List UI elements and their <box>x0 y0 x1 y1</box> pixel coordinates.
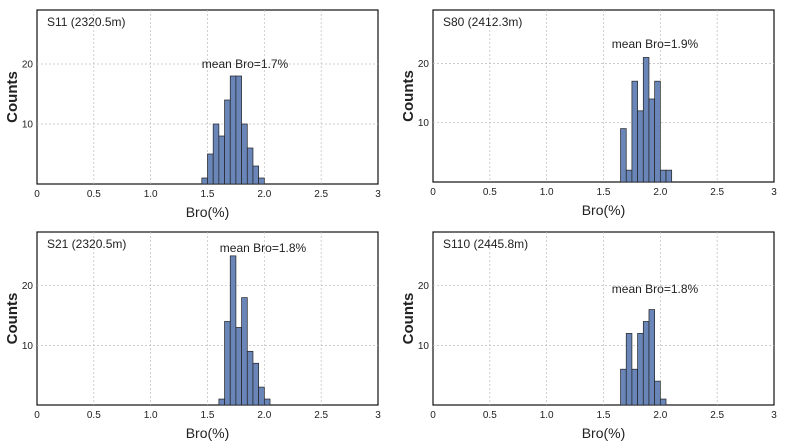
histogram-panel-4: 10 20 0 0.5 1.0 1.5 2.0 2.5 3 Bro(%) Counts S110 (2… <box>400 231 777 441</box>
histogram-bar <box>665 169 673 183</box>
x-tick-label: 0.5 <box>87 189 101 200</box>
x-tick-label: 1.0 <box>540 410 554 421</box>
histogram-bar <box>218 398 225 406</box>
histogram-bar <box>218 135 225 185</box>
histogram-bar <box>258 177 265 185</box>
x-tick-label: 1.5 <box>597 187 611 198</box>
x-tick-label: 2.0 <box>653 410 667 421</box>
y-tick-label: 10 <box>22 341 34 352</box>
x-tick-label: 0 <box>34 410 40 421</box>
x-tick-label: 0 <box>34 189 40 200</box>
x-tick-label: 1.0 <box>144 410 158 421</box>
histogram-panel-1: 10 20 0 0.5 1.0 1.5 2.0 2.5 3 Bro(%) Counts S11 (23… <box>4 9 381 220</box>
x-tick-label: 2.5 <box>710 410 724 421</box>
x-tick-label: 2.0 <box>257 189 271 200</box>
histogram-bar <box>241 297 248 406</box>
y-axis-label: Counts <box>400 70 417 122</box>
y-axis-label: Counts <box>400 293 417 345</box>
histogram-bar <box>212 123 220 185</box>
x-tick-label: 1.5 <box>201 189 215 200</box>
histogram-bar <box>263 398 271 406</box>
histogram-bar <box>631 80 638 183</box>
mean-annotation: mean Bro=1.9% <box>612 37 699 51</box>
histogram-bar <box>637 110 644 183</box>
histogram-bar <box>654 80 661 183</box>
histogram-bar <box>642 321 650 406</box>
histogram-bar <box>258 386 265 406</box>
x-axis-label: Bro(%) <box>582 425 626 441</box>
histogram-bar <box>631 368 638 406</box>
x-tick-label: 0.5 <box>483 410 497 421</box>
histogram-panel-3: 10 20 0 0.5 1.0 1.5 2.0 2.5 3 Bro(%) Counts S21 (23… <box>4 231 381 441</box>
x-tick-label: 3 <box>771 410 777 421</box>
y-tick-label: 20 <box>418 281 430 292</box>
histogram-bar <box>659 169 667 183</box>
histogram-bar <box>252 362 259 406</box>
x-tick-label: 3 <box>771 187 777 198</box>
x-tick-label: 2.5 <box>710 187 724 198</box>
histogram-bar <box>648 98 656 183</box>
histogram-bar <box>637 333 644 406</box>
histogram-bar <box>246 350 254 406</box>
histogram-bar <box>654 380 661 406</box>
panel-title: S110 (2445.8m) <box>443 237 528 251</box>
histogram-bar <box>229 255 237 406</box>
histogram-bar <box>625 169 633 183</box>
histogram-bar <box>659 398 667 406</box>
histogram-bar <box>229 75 237 185</box>
histogram-bar <box>620 368 627 406</box>
x-tick-label: 1.5 <box>201 410 215 421</box>
histogram-bar <box>625 333 633 406</box>
x-tick-label: 1.0 <box>540 187 554 198</box>
x-tick-label: 2.0 <box>653 187 667 198</box>
histogram-bar <box>235 327 242 406</box>
mean-annotation: mean Bro=1.8% <box>220 241 307 255</box>
x-tick-label: 3 <box>375 189 381 200</box>
y-tick-label: 10 <box>22 120 34 131</box>
x-tick-label: 1.5 <box>597 410 611 421</box>
x-axis-label: Bro(%) <box>582 202 626 218</box>
panel-title: S80 (2412.3m) <box>443 15 522 29</box>
x-tick-label: 2.5 <box>314 189 328 200</box>
x-tick-label: 0 <box>430 187 436 198</box>
y-tick-label: 20 <box>22 281 34 292</box>
histogram-bar <box>224 321 231 406</box>
mean-annotation: mean Bro=1.7% <box>202 57 289 71</box>
histogram-bar <box>252 165 259 185</box>
histogram-bar <box>648 309 656 406</box>
panel-title: S11 (2320.5m) <box>47 15 126 29</box>
x-axis-label: Bro(%) <box>186 425 230 441</box>
y-axis-label: Counts <box>4 71 21 123</box>
histogram-bar <box>224 99 231 185</box>
x-axis-label: Bro(%) <box>186 204 230 220</box>
y-tick-label: 10 <box>418 341 430 352</box>
x-tick-label: 2.5 <box>314 410 328 421</box>
histogram-panel-2: 10 20 0 0.5 1.0 1.5 2.0 2.5 3 Bro(%) Counts S80 (24… <box>400 9 777 218</box>
y-tick-label: 20 <box>418 59 430 70</box>
y-tick-label: 20 <box>22 60 34 71</box>
mean-annotation: mean Bro=1.8% <box>612 282 699 296</box>
histogram-bar <box>241 123 248 185</box>
histogram-bar <box>642 57 650 183</box>
panel-title: S21 (2320.5m) <box>47 237 126 251</box>
x-tick-label: 2.0 <box>257 410 271 421</box>
histogram-bar <box>235 75 242 185</box>
x-tick-label: 3 <box>375 410 381 421</box>
y-axis-label: Counts <box>4 293 21 345</box>
histogram-bar <box>201 177 208 185</box>
x-tick-label: 1.0 <box>144 189 158 200</box>
histogram-bar <box>207 153 214 185</box>
histogram-bar <box>620 128 627 183</box>
x-tick-label: 0 <box>430 410 436 421</box>
x-tick-label: 0.5 <box>483 187 497 198</box>
x-tick-label: 0.5 <box>87 410 101 421</box>
y-tick-label: 10 <box>418 118 430 129</box>
histogram-bar <box>246 147 254 185</box>
